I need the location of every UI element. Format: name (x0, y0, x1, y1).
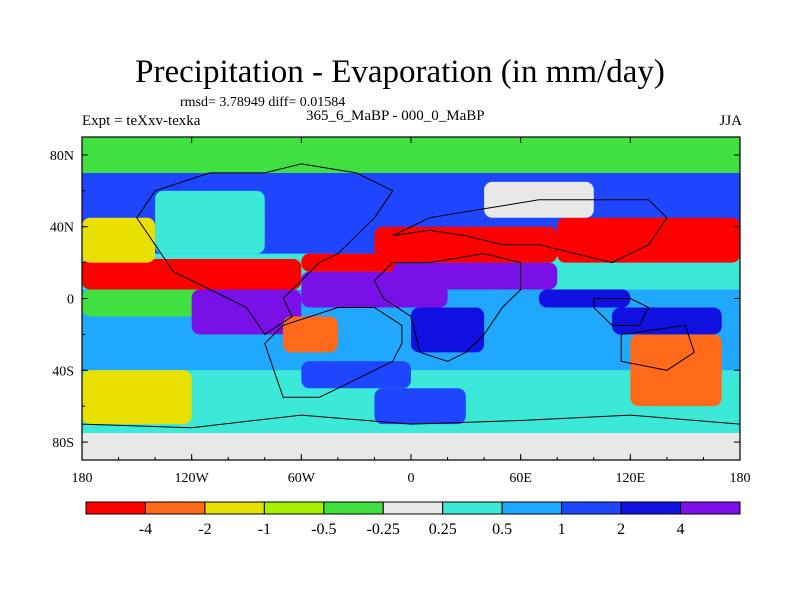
colorbar-label: 2 (617, 521, 625, 538)
colorbar-label: -0.5 (311, 521, 336, 538)
x-tick-label: 120W (175, 471, 210, 486)
field-region (538, 289, 631, 308)
y-tick-label: 40N (50, 221, 74, 236)
colorbar-swatch (263, 501, 325, 515)
difference-label: 365_6_MaBP - 000_0_MaBP (306, 108, 485, 124)
coastline (82, 414, 740, 460)
y-tick-label: 0 (67, 293, 74, 308)
colorbar-swatch (323, 501, 384, 515)
field-region (82, 259, 302, 290)
field-region (374, 388, 466, 425)
field-region (374, 226, 558, 263)
coastline (593, 298, 650, 326)
colorbar-label: 0.25 (429, 521, 457, 538)
y-axis: 80N 40N 0 40S 80S (50, 149, 740, 451)
colorbar-label: -2 (198, 521, 211, 538)
coastline (136, 163, 394, 336)
colorbar-label: 1 (558, 521, 566, 538)
colorbar-swatch (620, 501, 682, 515)
colorbar-swatch (680, 501, 741, 515)
y-tick-label: 80S (52, 436, 74, 451)
x-tick-label: 60W (288, 471, 316, 486)
colorbar-swatch (442, 501, 503, 515)
coastline (620, 324, 695, 371)
stats-label: rmsd= 3.78949 diff= 0.01584 (180, 95, 346, 110)
colorbar-label: 0.5 (492, 521, 512, 538)
x-tick-label: 0 (408, 471, 415, 486)
field-region (411, 307, 485, 353)
precip-field (82, 137, 740, 460)
y-tick-label: 80N (50, 149, 74, 164)
colorbar: -4 -2 -1 -0.5 -0.25 0.25 0.5 1 2 4 (85, 501, 741, 538)
x-tick-label: 180 (72, 471, 93, 486)
continent-outlines (82, 163, 740, 460)
field-region (82, 370, 192, 425)
x-tick-label: 120E (616, 471, 646, 486)
x-axis: 180 120W 60W 0 60E 120E 180 (72, 137, 751, 486)
field-region (301, 361, 411, 389)
field-region (191, 289, 302, 335)
colorbar-swatch (501, 501, 563, 515)
colorbar-swatch (561, 501, 622, 515)
coastline (392, 199, 668, 264)
field-region (557, 217, 740, 263)
field-region (283, 316, 338, 353)
colorbar-label: -0.25 (367, 521, 400, 538)
field-region (155, 190, 265, 254)
colorbar-label: -4 (139, 521, 152, 538)
colorbar-label: -1 (258, 521, 271, 538)
x-tick-label: 60E (509, 471, 532, 486)
x-tick-label: 180 (730, 471, 751, 486)
coastline (373, 253, 522, 362)
field-region (392, 262, 558, 290)
colorbar-swatch (85, 501, 146, 515)
chart-title: Precipitation - Evaporation (in mm/day) (135, 54, 665, 90)
y-tick-label: 40S (52, 364, 74, 379)
field-region (612, 307, 722, 335)
field-region (82, 217, 156, 263)
colorbar-swatch (144, 501, 206, 515)
field-region (630, 334, 722, 407)
coastline (264, 307, 403, 398)
season-label: JJA (719, 113, 742, 129)
experiment-label: Expt = teXxv-texka (82, 113, 201, 129)
colorbar-swatch (204, 501, 265, 515)
colorbar-swatch (382, 501, 444, 515)
colorbar-label: 4 (677, 521, 685, 538)
